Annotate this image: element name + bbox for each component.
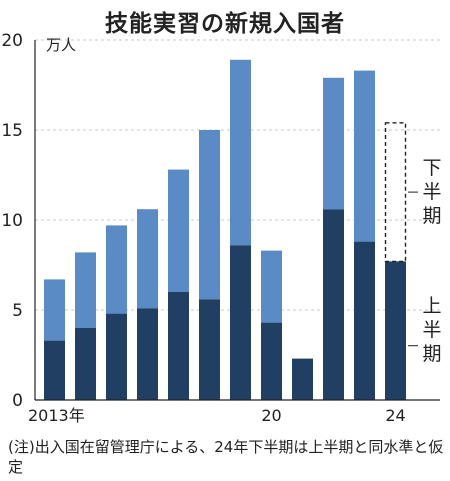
bar-first-half bbox=[292, 358, 313, 400]
bar-second-half bbox=[106, 225, 127, 314]
bar-second-half bbox=[354, 70, 375, 242]
legend-first-half: 上半期 bbox=[422, 295, 441, 365]
bar-first-half bbox=[199, 299, 220, 400]
y-tick-label: 5 bbox=[12, 301, 23, 321]
y-tick-label: 10 bbox=[1, 211, 23, 231]
bar-second-half bbox=[44, 279, 65, 341]
x-tick-label: 20 bbox=[261, 406, 281, 425]
bar-second-half bbox=[199, 130, 220, 300]
bar-first-half bbox=[44, 340, 65, 400]
bar-second-half bbox=[75, 252, 96, 328]
bar-second-half bbox=[168, 169, 189, 292]
unit-label: 万人 bbox=[46, 36, 76, 54]
axes: 0 5 10 15 20 2013年 20 24 bbox=[1, 31, 440, 425]
bar-first-half bbox=[75, 328, 96, 400]
bar-first-half bbox=[323, 209, 344, 400]
bar-first-half bbox=[106, 313, 127, 400]
bar-first-half bbox=[261, 322, 282, 400]
legend-second-half: 下半期 bbox=[422, 157, 441, 227]
bar-second-half bbox=[261, 250, 282, 323]
y-tick-label: 15 bbox=[1, 121, 23, 141]
x-tick-label: 24 bbox=[385, 406, 405, 425]
y-tick-label: 0 bbox=[12, 391, 23, 411]
bar-first-half bbox=[168, 292, 189, 400]
bar-first-half bbox=[354, 241, 375, 400]
bars bbox=[44, 59, 407, 400]
chart-title: 技能実習の新規入国者 bbox=[105, 11, 345, 37]
bar-first-half bbox=[137, 308, 158, 400]
footnote: (注)出入国在留管理庁による、24年下半期は上半期と同水準と仮定 bbox=[8, 438, 444, 476]
y-tick-label: 20 bbox=[1, 31, 23, 51]
bar-first-half bbox=[230, 245, 251, 400]
x-tick-label: 2013年 bbox=[28, 406, 85, 425]
bar-second-half bbox=[230, 59, 251, 246]
bar-second-half bbox=[137, 209, 158, 309]
bar-second-half bbox=[323, 77, 344, 210]
bar-first-half bbox=[385, 261, 406, 400]
bar-second-half-estimated bbox=[384, 122, 407, 263]
